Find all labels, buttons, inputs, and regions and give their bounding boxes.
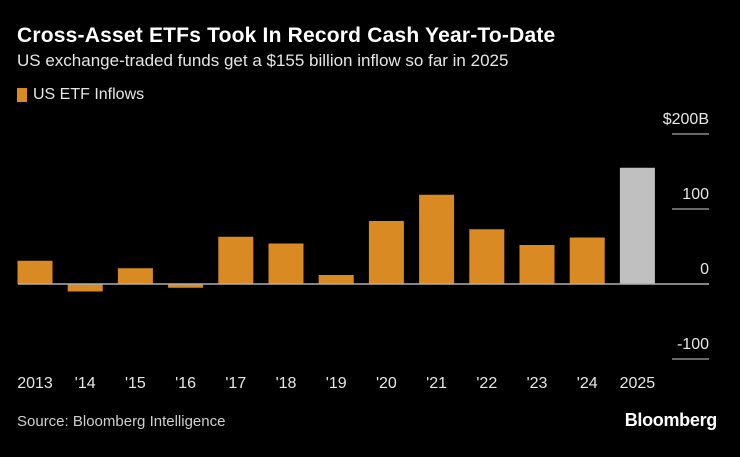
bar-15	[117, 268, 153, 284]
x-tick-label: '22	[476, 375, 497, 392]
bar-17	[218, 236, 254, 284]
y-tick-label: -100	[677, 336, 709, 353]
y-tick-label: $200B	[663, 111, 709, 128]
chart-title: Cross-Asset ETFs Took In Record Cash Yea…	[17, 24, 556, 47]
x-tick-label: 2013	[17, 375, 53, 392]
bar-20	[368, 221, 404, 284]
bar-23	[519, 245, 555, 284]
x-tick-label: 2025	[620, 375, 656, 392]
x-tick-label: '23	[527, 375, 548, 392]
x-tick-label: '17	[225, 375, 246, 392]
bloomberg-logo: Bloomberg	[624, 410, 718, 430]
x-tick-label: '15	[125, 375, 146, 392]
bar-22	[469, 229, 505, 284]
source-note: Source: Bloomberg Intelligence	[17, 413, 226, 430]
x-tick-label: '21	[426, 375, 447, 392]
bar-19	[318, 275, 354, 284]
bar-14	[67, 284, 103, 292]
x-tick-label: '24	[577, 375, 598, 392]
x-tick-label: '19	[326, 375, 347, 392]
bar-16	[168, 284, 204, 288]
bar-2013	[17, 260, 53, 284]
bar-18	[268, 243, 304, 284]
legend-swatch	[17, 88, 27, 102]
legend-label: US ETF Inflows	[33, 86, 145, 103]
chart-subtitle: US exchange-traded funds get a $155 bill…	[17, 51, 509, 70]
legend: US ETF Inflows	[17, 86, 144, 104]
x-tick-label: '14	[75, 375, 96, 392]
x-tick-label: '18	[276, 375, 297, 392]
bar-24	[569, 237, 605, 284]
bar-2025	[619, 167, 655, 284]
y-tick-label: 0	[700, 261, 709, 278]
y-tick-label: 100	[682, 186, 709, 203]
x-tick-label: '20	[376, 375, 397, 392]
bar-21	[419, 194, 455, 284]
x-tick-label: '16	[175, 375, 196, 392]
